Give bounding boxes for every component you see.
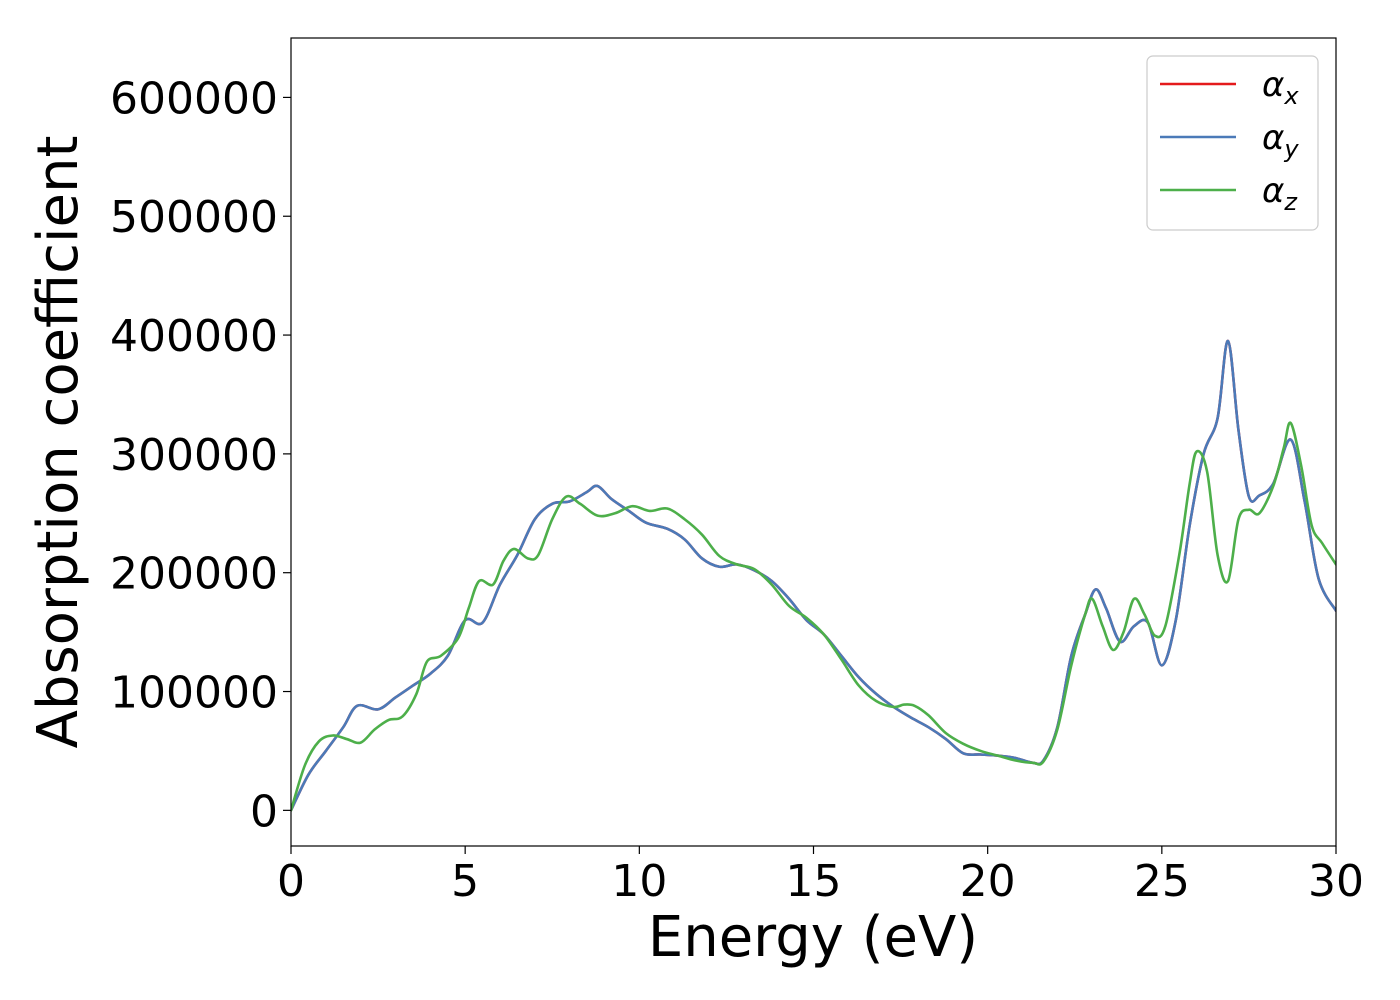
x-tick-label: 5 [451,856,479,907]
x-tick-label: 10 [611,856,667,907]
legend-label-main: α [1262,65,1284,105]
y-tick-label: 0 [250,786,278,837]
y-axis-ticks: 0 100000 200000 300000 400000 500000 600000 [110,73,291,837]
legend-label-y: αy [1262,118,1299,163]
x-axis-ticks: 0 5 10 15 20 25 30 [277,846,1364,907]
y-tick-label: 600000 [110,73,278,124]
series-line-z [291,421,1336,812]
legend-label-main: α [1262,171,1284,211]
x-axis-title: Energy (eV) [648,905,978,970]
x-tick-label: 15 [786,856,842,907]
legend-label-main: α [1262,118,1284,158]
x-tick-label: 30 [1308,856,1364,907]
x-tick-label: 25 [1134,856,1190,907]
legend-label-subscript: z [1283,188,1298,216]
legend-label-subscript: x [1283,82,1299,110]
legend-label-x: αx [1262,65,1299,110]
legend-label-z: αz [1262,171,1298,216]
legend-label-subscript: y [1283,135,1299,163]
series-lines [291,339,1336,812]
x-tick-label: 0 [277,856,305,907]
y-tick-label: 200000 [110,549,278,600]
y-axis-title: Absorption coefficient [26,136,91,749]
y-tick-label: 500000 [110,192,278,243]
series-line-x [291,339,1336,812]
y-tick-label: 400000 [110,311,278,362]
x-tick-label: 20 [960,856,1016,907]
legend-box [1146,55,1319,231]
series-line-y [291,339,1336,812]
y-tick-label: 300000 [110,430,278,481]
y-tick-label: 100000 [110,668,278,719]
